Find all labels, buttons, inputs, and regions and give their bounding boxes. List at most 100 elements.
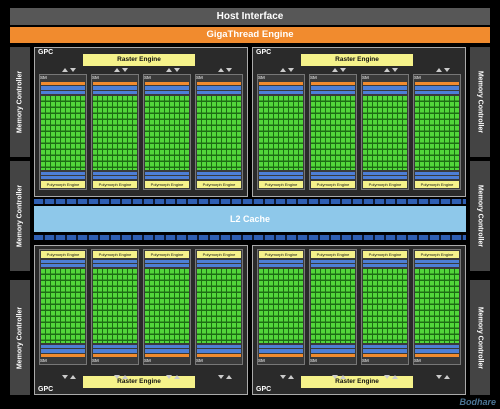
data-flow-arrow	[288, 68, 294, 72]
data-flow-arrow	[62, 68, 68, 72]
gpc-label: GPC	[38, 386, 54, 393]
interconnect-strip	[259, 172, 303, 175]
data-flow-arrow	[70, 375, 76, 379]
sm-label: SM	[258, 358, 265, 363]
data-flow-arrow	[166, 68, 172, 72]
sm-label: SM	[414, 358, 421, 363]
instruction-cache-strip	[415, 354, 459, 357]
warp-scheduler-strip	[93, 86, 137, 90]
register-file-strip	[259, 345, 303, 348]
data-flow-arrow	[444, 375, 450, 379]
instruction-cache-strip	[145, 354, 189, 357]
polymorph-engine: Polymorph Engine	[145, 251, 189, 258]
l2-cache: L2 Cache	[34, 206, 466, 232]
register-file-strip	[197, 91, 241, 94]
memory-bus-bottom	[34, 235, 466, 240]
data-flow-arrow	[340, 375, 346, 379]
gpc-label: GPC	[256, 49, 272, 56]
instruction-cache-strip	[311, 82, 355, 85]
shared-memory-strip	[93, 176, 137, 179]
interconnect-strip	[363, 172, 407, 175]
interconnect-strip	[197, 172, 241, 175]
warp-scheduler-strip	[197, 349, 241, 353]
raster-engine: Raster Engine	[301, 54, 413, 66]
gpc-label: GPC	[38, 49, 54, 56]
data-flow-arrow	[114, 68, 120, 72]
warp-scheduler-strip	[259, 86, 303, 90]
cuda-core-array	[363, 96, 407, 170]
register-file-strip	[93, 345, 137, 348]
register-file-strip	[41, 345, 85, 348]
data-flow-arrow	[436, 375, 442, 379]
data-flow-arrow	[174, 68, 180, 72]
cuda-core-array	[415, 96, 459, 170]
cuda-core-array	[197, 96, 241, 170]
cuda-core-array	[145, 96, 189, 170]
polymorph-engine: Polymorph Engine	[363, 181, 407, 188]
sm-label: SM	[258, 75, 265, 80]
shared-memory-strip	[259, 260, 303, 263]
data-flow-arrow	[122, 375, 128, 379]
polymorph-engine: Polymorph Engine	[311, 181, 355, 188]
register-file-strip	[145, 91, 189, 94]
polymorph-engine: Polymorph Engine	[41, 251, 85, 258]
interconnect-strip	[145, 172, 189, 175]
shared-memory-strip	[145, 176, 189, 179]
cuda-core-array	[93, 269, 137, 343]
shared-memory-strip	[197, 176, 241, 179]
interconnect-strip	[145, 264, 189, 267]
warp-scheduler-strip	[311, 349, 355, 353]
host-interface: Host Interface	[10, 8, 490, 25]
instruction-cache-strip	[259, 354, 303, 357]
register-file-strip	[363, 91, 407, 94]
instruction-cache-strip	[41, 82, 85, 85]
sm-label: SM	[92, 358, 99, 363]
data-flow-arrow	[166, 375, 172, 379]
register-file-strip	[145, 345, 189, 348]
polymorph-engine: Polymorph Engine	[259, 181, 303, 188]
data-flow-arrow	[62, 375, 68, 379]
sm-label: SM	[144, 358, 151, 363]
polymorph-engine: Polymorph Engine	[363, 251, 407, 258]
data-flow-arrow	[392, 68, 398, 72]
polymorph-engine: Polymorph Engine	[197, 251, 241, 258]
raster-engine: Raster Engine	[83, 54, 195, 66]
data-flow-arrow	[280, 375, 286, 379]
interconnect-strip	[363, 264, 407, 267]
cuda-core-array	[197, 269, 241, 343]
register-file-strip	[311, 91, 355, 94]
cuda-core-array	[41, 96, 85, 170]
cuda-core-array	[259, 269, 303, 343]
memory-controller-right-2: Memory Controller	[470, 161, 490, 271]
register-file-strip	[41, 91, 85, 94]
data-flow-arrow	[280, 68, 286, 72]
warp-scheduler-strip	[311, 86, 355, 90]
warp-scheduler-strip	[41, 349, 85, 353]
polymorph-engine: Polymorph Engine	[311, 251, 355, 258]
memory-controller-label: Memory Controller	[16, 306, 24, 369]
polymorph-engine: Polymorph Engine	[197, 181, 241, 188]
warp-scheduler-strip	[93, 349, 137, 353]
data-flow-arrow	[340, 68, 346, 72]
instruction-cache-strip	[41, 354, 85, 357]
shared-memory-strip	[415, 176, 459, 179]
cuda-core-array	[311, 96, 355, 170]
memory-controller-right-1: Memory Controller	[470, 47, 490, 157]
warp-scheduler-strip	[415, 349, 459, 353]
warp-scheduler-strip	[145, 86, 189, 90]
cuda-core-array	[311, 269, 355, 343]
memory-controller-label: Memory Controller	[16, 184, 24, 248]
shared-memory-strip	[41, 176, 85, 179]
data-flow-arrow	[392, 375, 398, 379]
register-file-strip	[415, 345, 459, 348]
gigathread-engine: GigaThread Engine	[10, 27, 490, 43]
data-flow-arrow	[226, 375, 232, 379]
raster-engine: Raster Engine	[301, 376, 413, 388]
data-flow-arrow	[436, 68, 442, 72]
warp-scheduler-strip	[41, 86, 85, 90]
cuda-core-array	[259, 96, 303, 170]
register-file-strip	[311, 345, 355, 348]
instruction-cache-strip	[363, 354, 407, 357]
shared-memory-strip	[145, 260, 189, 263]
interconnect-strip	[415, 264, 459, 267]
